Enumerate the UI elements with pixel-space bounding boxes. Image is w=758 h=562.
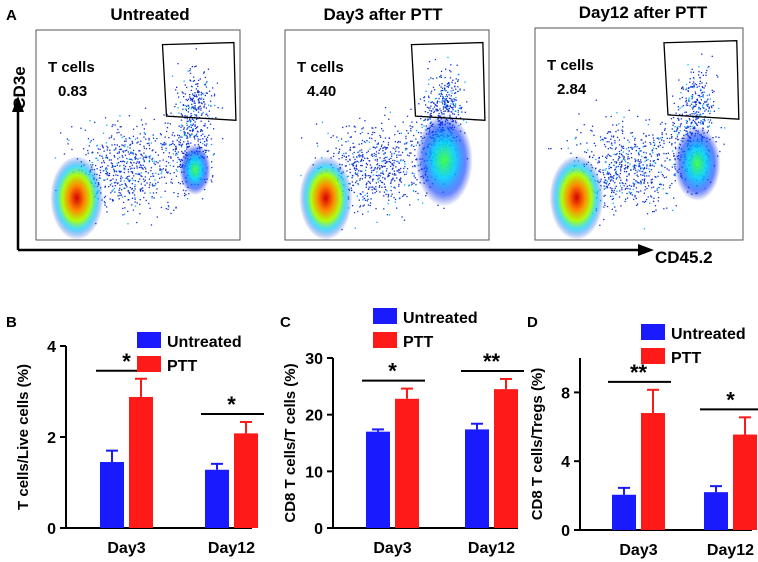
bar-untreated-day12 [704,492,728,530]
flow-plot-3: T cells 2.84 Day12 after PTT [534,3,744,241]
bar-untreated-day12 [465,429,489,528]
y-tick-label: 10 [305,464,323,481]
y-tick-label: 30 [305,351,323,368]
significance-marker: * [122,349,131,374]
bar-untreated-day3 [612,494,636,530]
x-tick-label: Day12 [707,542,754,559]
flow-y-arrowhead [12,96,24,112]
tcell-gate [161,41,237,121]
flow-events [54,48,224,226]
legend-label-ptt: PTT [671,350,701,367]
bar-untreated-day3 [366,431,390,528]
bar-untreated-day3 [100,462,124,528]
flow-plot-title: Day12 after PTT [579,3,708,22]
panel-label-b: B [6,314,17,331]
significance-marker: ** [483,349,501,374]
y-tick-label: 0 [561,523,570,540]
density-population-2 [415,114,473,207]
legend-swatch-untreated [641,324,665,340]
panel-label-d: D [527,314,538,331]
bar-ptt-day3 [641,413,665,530]
gate-value: 4.40 [307,83,336,100]
gate-value: 0.83 [58,83,87,100]
legend-label-ptt: PTT [403,334,433,351]
flow-plot-title: Untreated [110,5,189,24]
tcell-gate [663,40,740,120]
y-tick-label: 0 [314,521,323,538]
flow-plot-2: T cells 4.40 Day3 after PTT [284,5,490,241]
significance-marker: ** [630,360,648,385]
y-axis-label: T cells/Live cells (%) [15,364,32,510]
y-tick-label: 2 [47,430,56,447]
y-tick-label: 4 [561,454,570,471]
legend-swatch-untreated [373,308,397,324]
y-tick-label: 8 [561,385,570,402]
bar-chart-b: 0 2 4 T cells/Live cells (%) * Day3 * Day12 Untr… [15,332,264,557]
bar-ptt-day12 [733,434,757,530]
density-hotspot [299,156,353,240]
y-axis-label: CD8 T cells/Tregs (%) [529,368,546,521]
bar-ptt-day12 [234,433,258,528]
x-tick-label: Day12 [208,540,255,557]
y-tick-label: 20 [305,408,323,425]
flow-x-label: CD45.2 [655,248,713,267]
y-tick-label: 0 [47,521,56,538]
y-axis-label: CD8 T cells/T cells (%) [282,363,299,522]
panel-label-c: C [280,314,291,331]
density-population-2 [673,126,721,201]
gate-label: T cells [547,57,594,74]
x-tick-label: Day3 [373,540,411,557]
bar-ptt-day3 [395,398,419,528]
bar-untreated-day12 [205,469,229,528]
x-tick-label: Day12 [468,540,515,557]
bar-ptt-day3 [129,396,153,528]
flow-cytometry-panel: T cells 0.83 Untreated T cells 4.40 Day3 afte… [35,3,744,241]
bar-ptt-day12 [494,389,518,528]
density-population-2 [179,144,211,196]
gate-label: T cells [297,59,344,76]
legend-label-untreated: Untreated [403,310,478,327]
legend-label-ptt: PTT [167,358,197,375]
significance-marker: * [227,392,236,417]
gate-value: 2.84 [557,81,587,98]
flow-x-arrowhead [638,244,654,256]
x-tick-label: Day3 [619,542,657,559]
flow-plot-1: T cells 0.83 Untreated [35,5,241,241]
x-tick-label: Day3 [107,540,145,557]
legend-label-untreated: Untreated [167,334,242,351]
flow-plot-title: Day3 after PTT [323,5,443,24]
density-hotspot [549,155,604,241]
density-hotspot [50,156,104,240]
bar-charts: 0 2 4 T cells/Live cells (%) * Day3 * Day12 Untr… [15,308,758,559]
y-tick-label: 4 [47,339,56,356]
bar-chart-d: 0 4 8 CD8 T cells/Tregs (%) ** Day3 * Day12 Untr… [529,324,758,559]
significance-marker: * [726,387,735,412]
bar-chart-c: 0 10 20 30 CD8 T cells/T cells (%) * Day3 ** Day… [282,308,524,557]
gate-label: T cells [48,59,95,76]
significance-marker: * [388,359,397,384]
flow-y-label: CD3e [10,66,29,109]
panel-label-a: A [6,7,17,24]
legend-swatch-ptt [641,348,665,364]
legend-swatch-ptt [137,356,161,372]
legend-label-untreated: Untreated [671,326,746,343]
legend-swatch-untreated [137,332,161,348]
legend-swatch-ptt [373,332,397,348]
tcell-gate [410,41,486,121]
